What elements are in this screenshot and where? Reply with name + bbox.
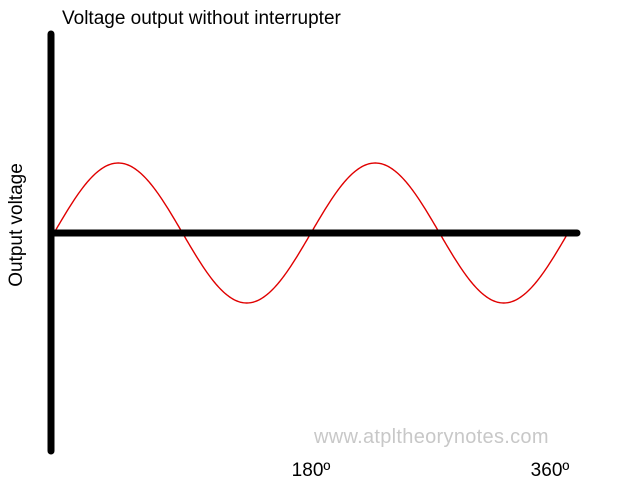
diagram-title: Voltage output without interrupter: [62, 8, 341, 29]
watermark: www.atpltheorynotes.com: [314, 426, 549, 448]
y-axis-label: Output voltage: [6, 163, 27, 287]
x-tick-180: 180º: [291, 460, 331, 481]
x-tick-360: 360º: [530, 460, 570, 481]
